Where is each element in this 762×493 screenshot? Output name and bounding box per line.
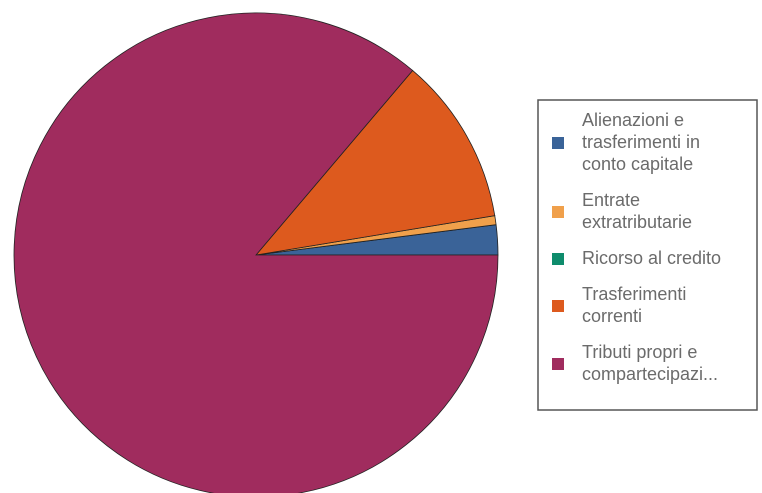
pie-slice-4	[13, 12, 499, 493]
legend-label-line: extratributarie	[582, 212, 692, 232]
legend-label-line: Alienazioni e	[582, 110, 684, 130]
legend-swatch-3	[552, 300, 564, 312]
pie-slice-3	[254, 69, 496, 256]
legend-label-line: trasferimenti in	[582, 132, 700, 152]
legend-label-line: correnti	[582, 306, 642, 326]
legend-label-line: Tributi propri e	[582, 342, 697, 362]
legend-swatch-0	[552, 137, 564, 149]
legend-label-line: Entrate	[582, 190, 640, 210]
legend-label-3: Trasferimenti correnti	[582, 284, 686, 326]
pie-slices	[13, 12, 499, 493]
legend-label-0: Alienazioni e trasferimenti in conto capit…	[582, 110, 700, 174]
legend-label-line: Trasferimenti	[582, 284, 686, 304]
legend-label-4: Tributi propri e compartecipazi...	[582, 342, 718, 384]
legend-swatch-4	[552, 358, 564, 370]
legend-swatch-1	[552, 206, 564, 218]
legend-label-line: Ricorso al credito	[582, 248, 721, 268]
legend-label-2: Ricorso al credito	[582, 248, 721, 268]
legend: Alienazioni e trasferimenti in conto capit…	[537, 99, 758, 411]
legend-label-1: Entrate extratributarie	[582, 190, 692, 232]
legend-label-line: compartecipazi...	[582, 364, 718, 384]
legend-box	[537, 99, 758, 411]
legend-label-line: conto capitale	[582, 154, 693, 174]
legend-swatch-2	[552, 253, 564, 265]
